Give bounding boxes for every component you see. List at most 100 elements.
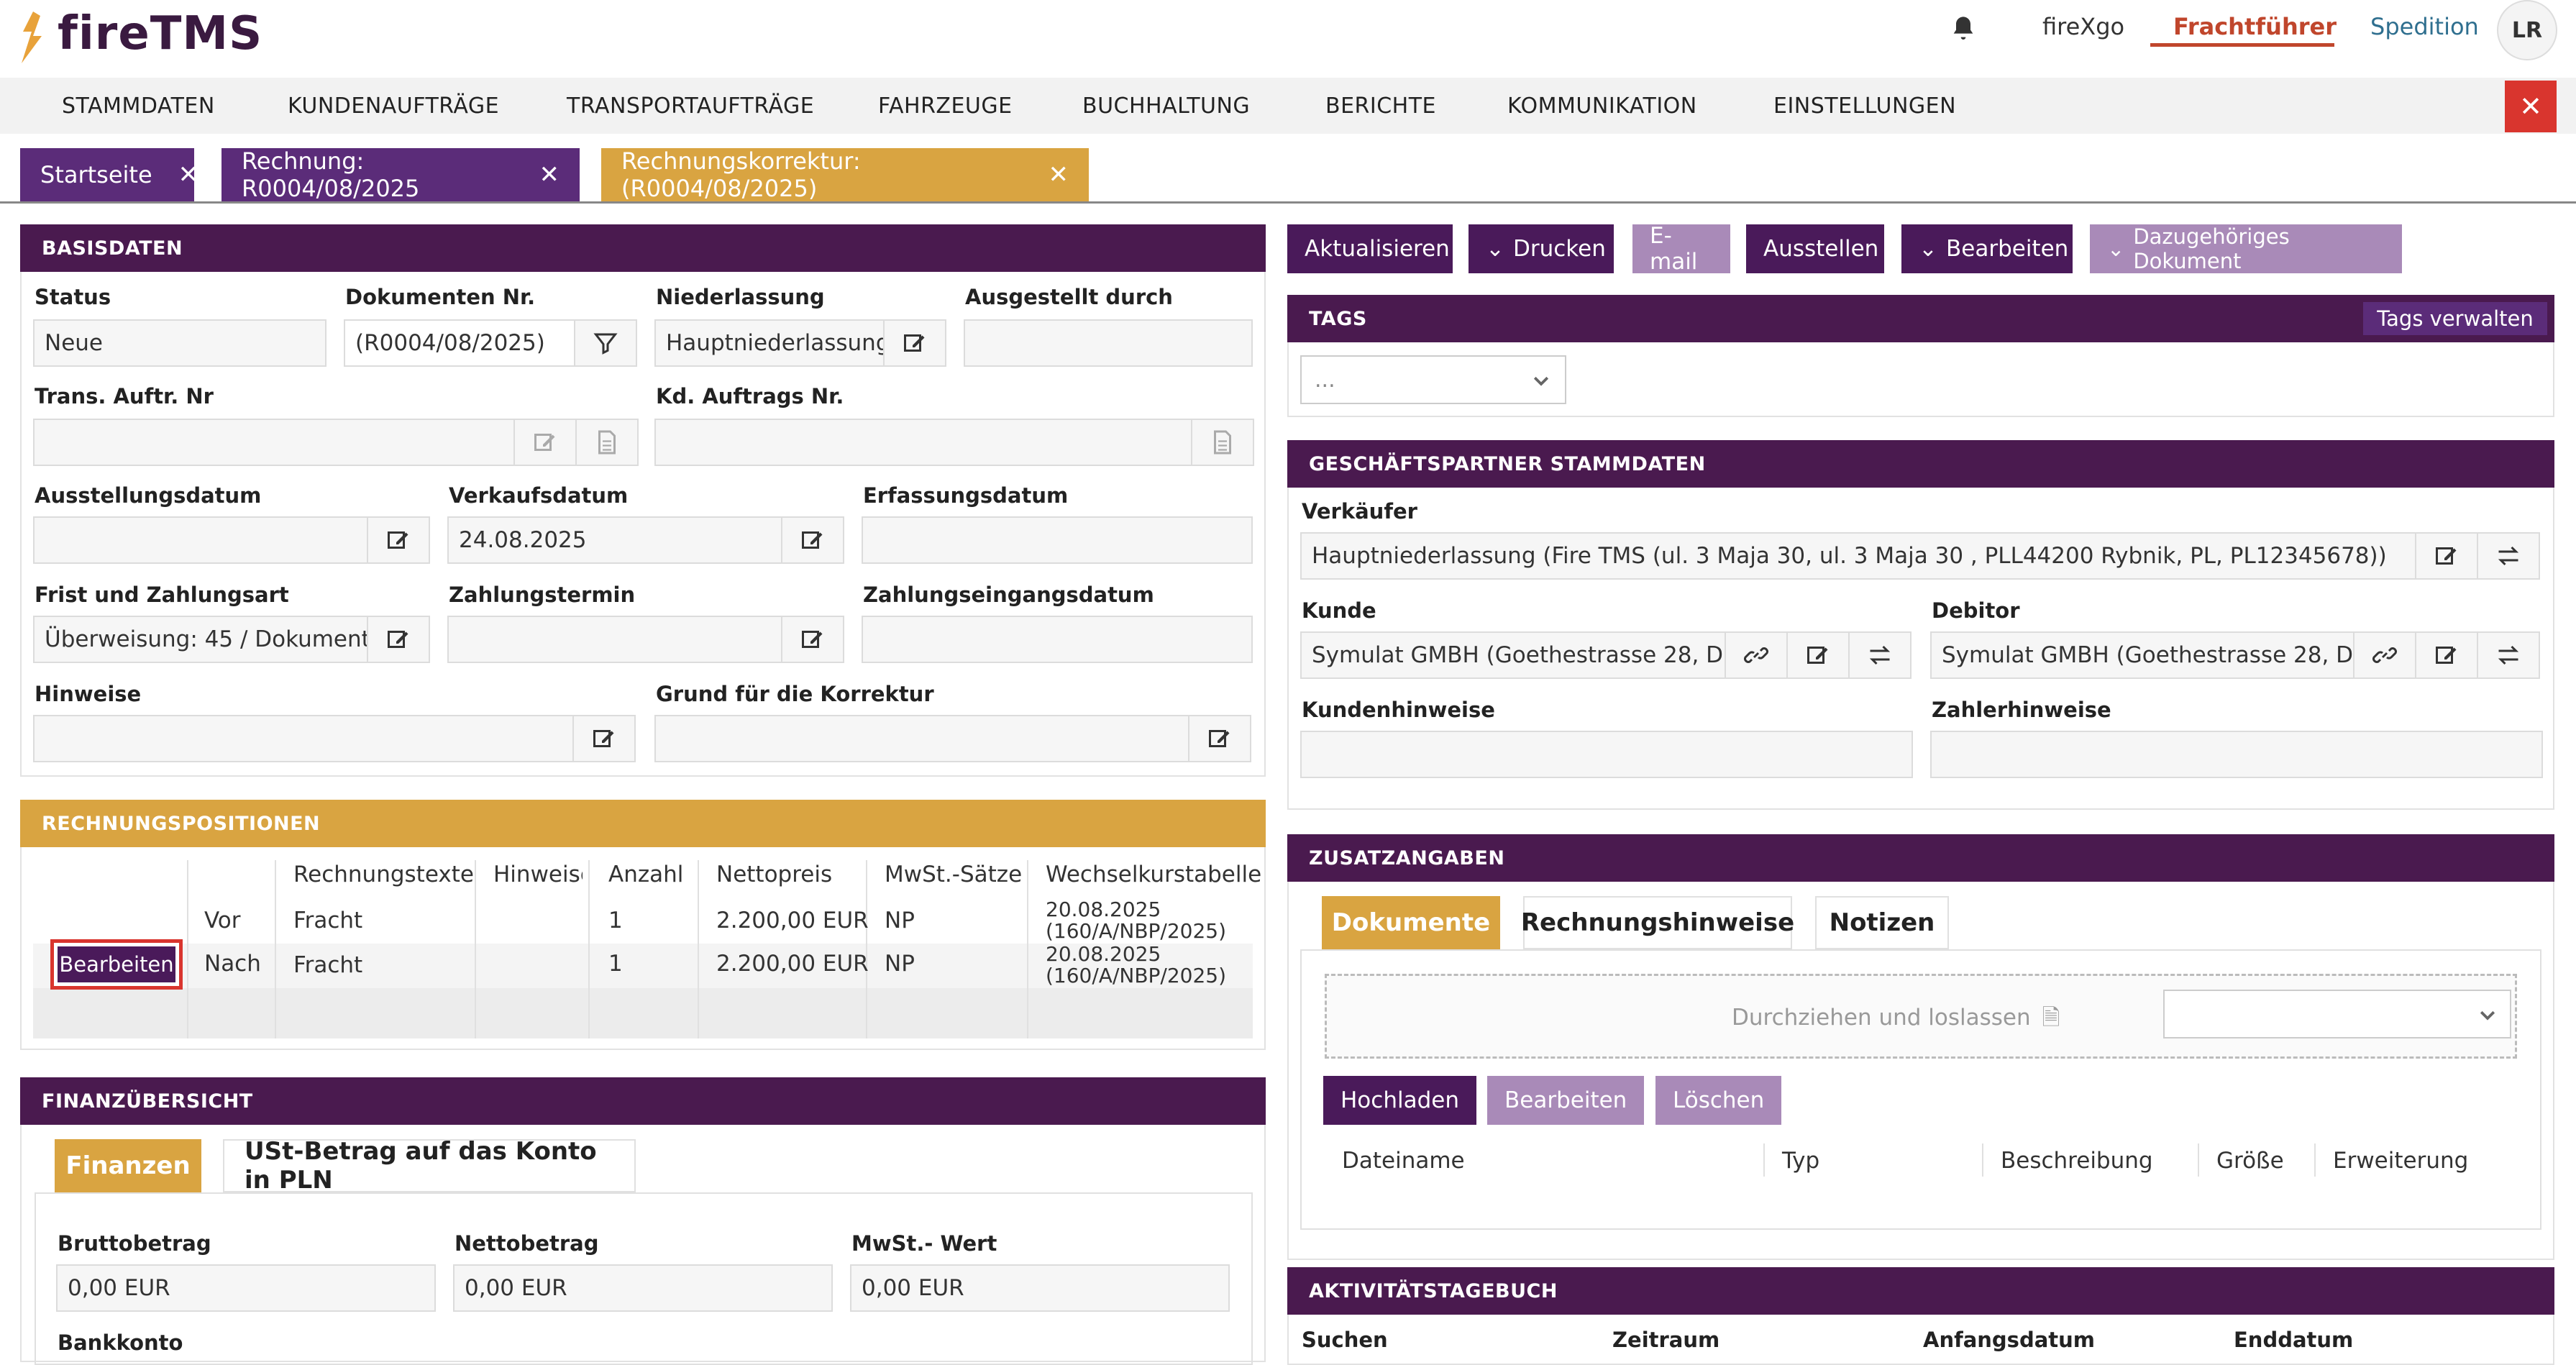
upload-button[interactable]: Hochladen xyxy=(1323,1076,1476,1125)
tab-rechnungshinweise[interactable]: Rechnungshinweise xyxy=(1521,896,1794,949)
seller-edit-button[interactable] xyxy=(2415,532,2478,580)
email-button[interactable]: E-mail xyxy=(1632,223,1730,275)
menu-item-einstellungen[interactable]: EINSTELLUNGEN xyxy=(1773,93,1957,119)
tags-select[interactable]: ... xyxy=(1300,355,1566,404)
col-header-qty[interactable]: Anzahl xyxy=(608,862,684,887)
payment-date-edit-button[interactable] xyxy=(781,616,844,663)
customer-swap-button[interactable] xyxy=(1848,631,1912,679)
customer-order-document-button[interactable] xyxy=(1191,419,1254,466)
docnr-field[interactable]: (R0004/08/2025) xyxy=(344,319,575,367)
close-all-tabs-button[interactable]: ✕ xyxy=(2505,81,2557,132)
col-header-notes[interactable]: Hinweise xyxy=(493,862,583,887)
seller-swap-button[interactable] xyxy=(2477,532,2540,580)
customer-edit-button[interactable] xyxy=(1786,631,1850,679)
forwarding-link[interactable]: Spedition xyxy=(2370,13,2479,40)
correction-reason-field[interactable] xyxy=(654,715,1189,762)
notes-edit-button[interactable] xyxy=(572,715,636,762)
position-edit-button[interactable]: Bearbeiten xyxy=(58,946,175,982)
col-header-extension[interactable]: Erweiterung xyxy=(2333,1148,2469,1174)
tab-divider xyxy=(0,201,2576,204)
issued-by-field xyxy=(964,319,1253,367)
payment-date-field[interactable] xyxy=(447,616,782,663)
menu-item-stammdaten[interactable]: STAMMDATEN xyxy=(62,93,215,119)
close-icon[interactable]: ✕ xyxy=(539,160,560,189)
issue-date-edit-button[interactable] xyxy=(367,516,430,564)
branch-edit-button[interactable] xyxy=(883,319,946,367)
menu-item-berichte[interactable]: BERICHTE xyxy=(1325,93,1437,119)
activity-search-label: Suchen xyxy=(1302,1328,1388,1352)
carrier-link[interactable]: Frachtführer xyxy=(2173,13,2337,40)
document-type-select[interactable] xyxy=(2163,990,2511,1038)
link-icon xyxy=(1744,647,1768,663)
edit-menu-button[interactable]: ⌄ Bearbeiten xyxy=(1901,224,2073,273)
customer-link-button[interactable] xyxy=(1725,631,1788,679)
status-label: Status xyxy=(35,285,111,309)
tab-rechnungskorrektur[interactable]: Rechnungskorrektur: (R0004/08/2025) ✕ xyxy=(601,147,1089,202)
related-document-button[interactable]: ⌄ Dazugehöriges Dokument xyxy=(2090,224,2402,273)
activity-range-label: Zeitraum xyxy=(1612,1328,1720,1352)
trans-order-document-button[interactable] xyxy=(575,419,639,466)
avatar[interactable]: LR xyxy=(2497,0,2557,60)
payment-term-edit-button[interactable] xyxy=(367,616,430,663)
brand-logo[interactable]: fireTMS xyxy=(58,7,263,60)
tab-dokumente[interactable]: Dokumente xyxy=(1322,896,1500,949)
sale-date-field[interactable]: 24.08.2025 xyxy=(447,516,782,564)
chevron-down-icon: ⌄ xyxy=(1486,236,1504,262)
col-header-exchange[interactable]: Wechselkurstabelle xyxy=(1046,862,1262,887)
payment-term-field[interactable]: Überweisung: 45 / Dokumenter xyxy=(33,616,368,663)
correction-reason-label: Grund für die Korrektur xyxy=(656,682,934,706)
issue-date-field[interactable] xyxy=(33,516,368,564)
debtor-link-button[interactable] xyxy=(2353,631,2416,679)
close-icon[interactable]: ✕ xyxy=(1048,160,1069,189)
menu-item-kundenauftraege[interactable]: KUNDENAUFTRÄGE xyxy=(288,93,500,119)
menu-item-transportauftraege[interactable]: TRANSPORTAUFTRÄGE xyxy=(567,93,815,119)
debtor-edit-button[interactable] xyxy=(2415,631,2478,679)
col-divider xyxy=(475,860,476,1038)
manage-tags-button[interactable]: Tags verwalten xyxy=(2363,302,2547,335)
print-button[interactable]: ⌄ Drucken xyxy=(1469,224,1614,273)
col-header-type[interactable]: Typ xyxy=(1782,1148,1820,1174)
edit-label: Bearbeiten xyxy=(1945,236,2069,262)
docnr-filter-button[interactable] xyxy=(574,319,637,367)
positions-header: RECHNUNGSPOSITIONEN xyxy=(20,800,1266,847)
tab-finanzen[interactable]: Finanzen xyxy=(55,1139,201,1192)
col-header-text[interactable]: Rechnungstexte xyxy=(293,862,474,887)
close-icon: ✕ xyxy=(2519,91,2542,122)
top-bar: fireTMS fireXgo Frachtführer Spedition L… xyxy=(0,0,2576,78)
issue-button[interactable]: Ausstellen xyxy=(1746,224,1884,273)
col-header-description[interactable]: Beschreibung xyxy=(2001,1148,2153,1174)
payment-term-label: Frist und Zahlungsart xyxy=(35,583,289,607)
payer-notes-field xyxy=(1930,731,2543,778)
filter-icon xyxy=(593,333,618,355)
related-label: Dazugehöriges Dokument xyxy=(2133,224,2290,273)
active-nav-underline xyxy=(2150,43,2334,47)
document-edit-button[interactable]: Bearbeiten xyxy=(1487,1076,1645,1125)
col-header-filename[interactable]: Dateiname xyxy=(1342,1148,1465,1174)
col-header-net[interactable]: Nettopreis xyxy=(716,862,833,887)
col-divider xyxy=(698,860,699,1038)
tab-notizen[interactable]: Notizen xyxy=(1815,896,1949,949)
swap-icon xyxy=(2498,546,2519,566)
debtor-swap-button[interactable] xyxy=(2477,631,2540,679)
bell-icon[interactable] xyxy=(1949,14,1978,43)
customer-field: Symulat GMBH (Goethestrasse 28, DE34 xyxy=(1300,631,1726,679)
customer-label: Kunde xyxy=(1302,598,1376,623)
col-header-size[interactable]: Größe xyxy=(2216,1148,2284,1174)
notes-field[interactable] xyxy=(33,715,574,762)
document-delete-button[interactable]: Löschen xyxy=(1655,1076,1782,1125)
tab-ust-betrag[interactable]: USt-Betrag auf das Konto in PLN xyxy=(223,1137,636,1195)
tab-rechnung[interactable]: Rechnung: R0004/08/2025 ✕ xyxy=(221,147,580,202)
sale-date-edit-button[interactable] xyxy=(781,516,844,564)
close-icon[interactable]: ✕ xyxy=(178,160,199,189)
seller-field: Hauptniederlassung (Fire TMS (ul. 3 Maja… xyxy=(1300,532,2416,580)
menu-item-buchhaltung[interactable]: BUCHHALTUNG xyxy=(1082,93,1251,119)
correction-reason-edit-button[interactable] xyxy=(1188,715,1251,762)
trans-order-edit-button[interactable] xyxy=(513,419,577,466)
refresh-button[interactable]: Aktualisieren xyxy=(1287,224,1453,273)
col-header-vat[interactable]: MwSt.-Sätze xyxy=(885,862,1023,887)
menu-item-kommunikation[interactable]: KOMMUNIKATION xyxy=(1507,93,1697,119)
firexgo-link[interactable]: fireXgo xyxy=(2042,13,2125,40)
tab-startseite[interactable]: Startseite ✕ xyxy=(20,148,198,201)
menu-item-fahrzeuge[interactable]: FAHRZEUGE xyxy=(878,93,1013,119)
drop-text: Durchziehen und loslassen xyxy=(1732,1005,2031,1031)
